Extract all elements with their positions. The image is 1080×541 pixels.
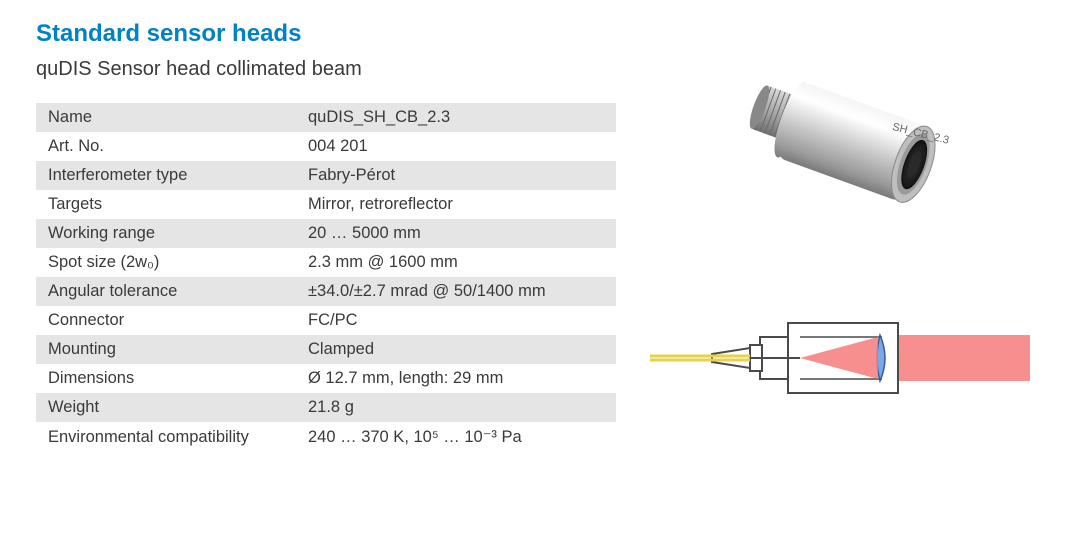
table-row: MountingClamped [36, 335, 616, 364]
table-row: Environmental compatibility240 … 370 K, … [36, 422, 616, 452]
spec-value: Fabry-Pérot [296, 161, 616, 190]
table-row: Weight21.8 g [36, 393, 616, 422]
spec-value: Ø 12.7 mm, length: 29 mm [296, 364, 616, 393]
spec-table: NamequDIS_SH_CB_2.3Art. No.004 201Interf… [36, 103, 616, 452]
spec-label: Mounting [36, 335, 296, 364]
product-photo: SH_CB_2.3 [725, 43, 985, 243]
table-row: Spot size (2w₀)2.3 mm @ 1600 mm [36, 248, 616, 277]
right-column: SH_CB_2.3 [636, 103, 1044, 403]
spec-value: 2.3 mm @ 1600 mm [296, 248, 616, 277]
spec-label: Name [36, 103, 296, 132]
spec-label: Weight [36, 393, 296, 422]
spec-value: 20 … 5000 mm [296, 219, 616, 248]
table-row: Working range20 … 5000 mm [36, 219, 616, 248]
spec-label: Connector [36, 306, 296, 335]
spec-label: Dimensions [36, 364, 296, 393]
table-row: DimensionsØ 12.7 mm, length: 29 mm [36, 364, 616, 393]
table-row: Art. No.004 201 [36, 132, 616, 161]
content-row: NamequDIS_SH_CB_2.3Art. No.004 201Interf… [36, 103, 1044, 452]
spec-value: quDIS_SH_CB_2.3 [296, 103, 616, 132]
spec-label: Environmental compatibility [36, 422, 296, 452]
table-row: ConnectorFC/PC [36, 306, 616, 335]
table-row: Angular tolerance±34.0/±2.7 mrad @ 50/14… [36, 277, 616, 306]
page-content: Standard sensor heads quDIS Sensor head … [36, 20, 1044, 452]
table-row: Interferometer typeFabry-Pérot [36, 161, 616, 190]
spec-label: Interferometer type [36, 161, 296, 190]
spec-label: Spot size (2w₀) [36, 248, 296, 277]
spec-label: Targets [36, 190, 296, 219]
spec-label: Art. No. [36, 132, 296, 161]
spec-value: Clamped [296, 335, 616, 364]
spec-table-body: NamequDIS_SH_CB_2.3Art. No.004 201Interf… [36, 103, 616, 452]
spec-label: Working range [36, 219, 296, 248]
spec-value: Mirror, retroreflector [296, 190, 616, 219]
spec-value: ±34.0/±2.7 mrad @ 50/1400 mm [296, 277, 616, 306]
spec-value: 240 … 370 K, 10⁵ … 10⁻³ Pa [296, 422, 616, 452]
spec-value: 21.8 g [296, 393, 616, 422]
schematic-diagram [650, 313, 1030, 403]
table-row: NamequDIS_SH_CB_2.3 [36, 103, 616, 132]
spec-value: 004 201 [296, 132, 616, 161]
spec-label: Angular tolerance [36, 277, 296, 306]
spec-value: FC/PC [296, 306, 616, 335]
table-row: TargetsMirror, retroreflector [36, 190, 616, 219]
